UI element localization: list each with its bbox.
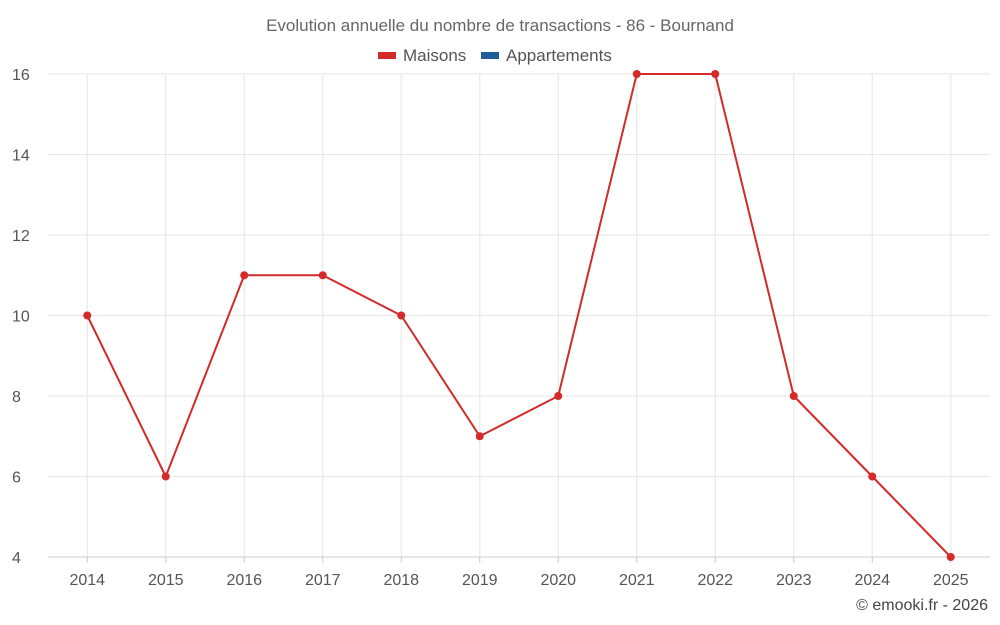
x-tick-label: 2018 [383,572,419,589]
data-point-2023[interactable] [789,392,798,400]
x-tick-label: 2019 [462,572,498,589]
y-tick-label: 10 [12,309,30,326]
chart-title: Evolution annuelle du nombre de transact… [266,16,734,35]
legend-swatch-maisons [378,52,396,59]
credit-text: © emooki.fr - 2026 [856,597,988,614]
x-tick-label: 2017 [305,572,341,589]
series-line-maisons [86,73,952,558]
y-tick-label: 12 [12,228,30,245]
x-tick-label: 2020 [540,572,576,589]
grid [48,73,990,558]
data-point-2015[interactable] [161,472,170,481]
x-tick-label: 2023 [776,572,812,589]
data-point-2025[interactable] [946,553,955,561]
data-point-2016[interactable] [240,271,249,280]
x-tick-label: 2022 [697,572,733,589]
y-tick-label: 6 [12,470,21,487]
x-tick-label: 2025 [933,572,969,589]
legend-item-appartements[interactable]: Appartements [481,46,612,65]
data-point-2020[interactable] [554,392,563,400]
y-tick-label: 16 [12,67,30,84]
x-tick-label: 2021 [619,572,655,589]
data-point-2021[interactable] [632,70,641,78]
x-tick-label: 2014 [69,572,105,589]
y-tick-label: 4 [12,550,21,567]
x-tick-label: 2016 [226,572,262,589]
legend-label-appartements: Appartements [506,46,612,65]
x-tick-label: 2024 [854,572,890,589]
data-point-2019[interactable] [475,432,484,441]
y-tick-label: 14 [12,148,30,165]
legend-item-maisons[interactable]: Maisons [378,46,466,65]
data-point-2022[interactable] [711,70,720,78]
axes: 4 6 8 10 12 14 16 2014 2015 2016 2017 2018 2019 2020 2… [12,67,990,589]
data-point-2018[interactable] [397,311,406,320]
x-tick-label: 2015 [148,572,184,589]
series [83,70,955,561]
data-point-2017[interactable] [318,271,327,280]
data-point-2014[interactable] [83,311,92,320]
legend-swatch-appartements [481,52,499,59]
legend-label-maisons: Maisons [403,46,466,65]
y-tick-label: 8 [12,389,21,406]
legend: Maisons Appartements [378,46,612,65]
data-point-2024[interactable] [868,472,877,481]
